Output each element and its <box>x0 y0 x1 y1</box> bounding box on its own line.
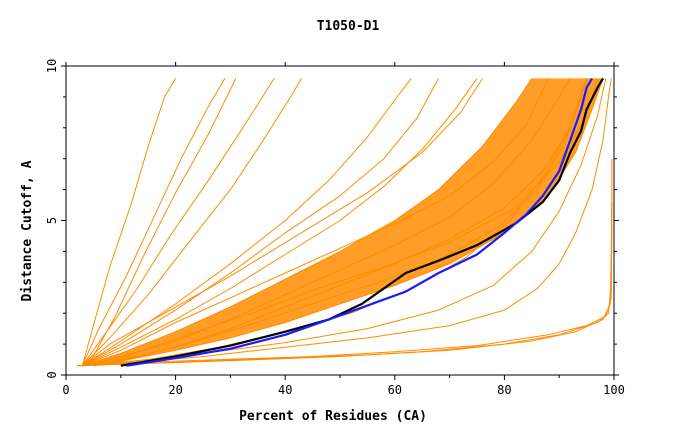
series-lines <box>76 77 613 367</box>
bundle-line-14 <box>87 78 237 366</box>
bundle-line-3 <box>82 78 533 367</box>
bundle-line-6 <box>82 78 303 367</box>
y-tick-label-0: 0 <box>45 371 59 378</box>
bundle-line-5 <box>82 78 412 367</box>
x-tick-label-60: 60 <box>388 383 402 397</box>
y-tick-label-10: 10 <box>45 59 59 73</box>
x-ticks: 0 20 40 60 80 100 <box>62 62 625 397</box>
bundle-line-21 <box>76 226 613 367</box>
bundle-line-20 <box>76 201 613 367</box>
bundle-line-2 <box>82 78 571 367</box>
bundle-line-4 <box>82 78 478 367</box>
black-line-22 <box>120 77 604 367</box>
blue-line-23 <box>126 77 594 367</box>
bundle-line-7 <box>81 78 226 366</box>
y-axis-label: Distance Cutoff, A <box>20 160 35 301</box>
x-tick-label-100: 100 <box>603 383 625 397</box>
bundle-line-12 <box>82 78 549 367</box>
y-ticks: 0 5 10 <box>45 59 619 379</box>
bundle-line-18 <box>82 78 440 367</box>
x-tick-label-40: 40 <box>278 383 292 397</box>
x-tick-label-80: 80 <box>497 383 511 397</box>
bundle-line-15 <box>81 78 275 366</box>
chart-title: T1050-D1 <box>317 19 380 34</box>
x-tick-label-0: 0 <box>62 383 69 397</box>
bundle-band <box>82 78 603 366</box>
x-axis-label: Percent of Residues (CA) <box>239 409 427 424</box>
bundle-line-9 <box>82 78 612 367</box>
bundle-line-0 <box>82 78 604 367</box>
bundle-line-8 <box>81 78 177 366</box>
bundle-line-13 <box>82 78 483 367</box>
x-tick-label-20: 20 <box>168 383 182 397</box>
y-tick-label-5: 5 <box>45 217 59 224</box>
bundle-band-fill <box>82 78 603 366</box>
